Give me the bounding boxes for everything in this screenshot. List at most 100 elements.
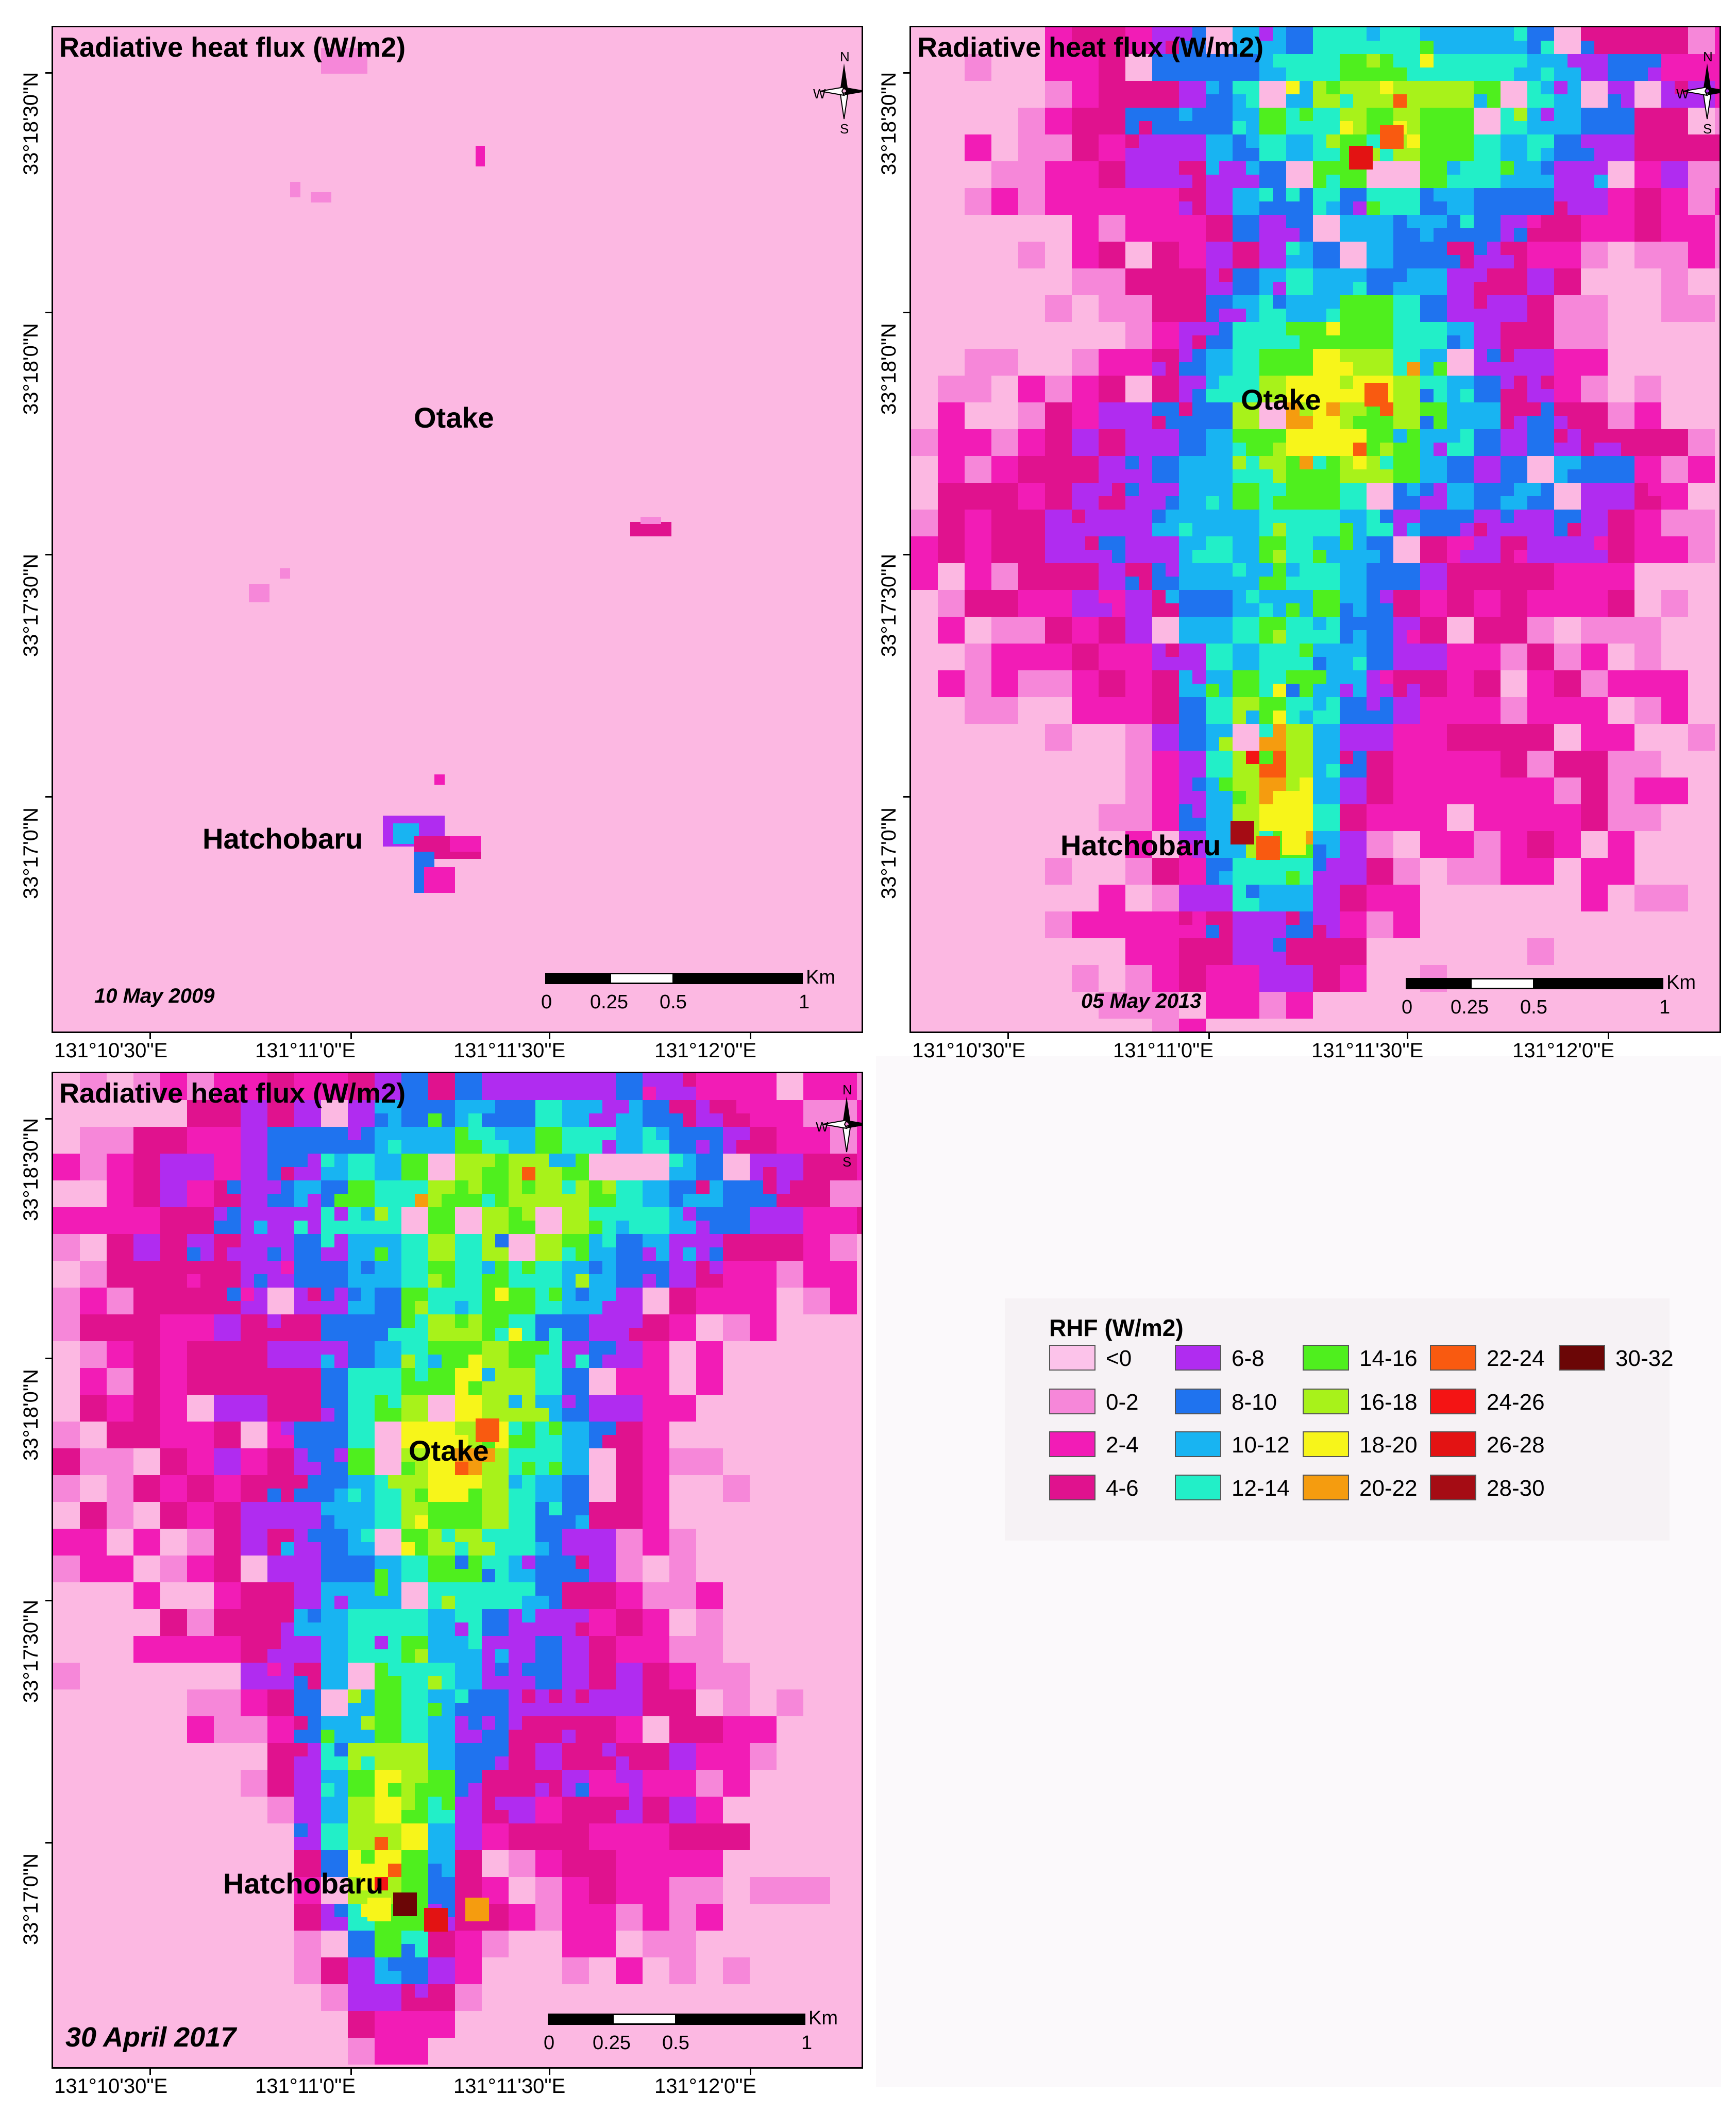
heat-cell: [830, 1180, 857, 1207]
heat-cell: [696, 1609, 723, 1636]
heat-cell: [1367, 804, 1393, 831]
heat-cell: [643, 1087, 656, 1100]
heat-cell: [1192, 670, 1206, 684]
heat-cell: [1233, 644, 1259, 670]
heat-cell: [1152, 777, 1179, 804]
heat-cell: [1447, 751, 1474, 777]
heat-cell: [1608, 523, 1621, 536]
heat-cell: [482, 1194, 495, 1207]
heat-cell: [401, 1944, 415, 1957]
heat-cell: [750, 1127, 777, 1154]
x-axis-tick-label: 131°12'0"E: [654, 2075, 756, 2098]
heat-cell: [160, 1556, 187, 1582]
heat-cell: [428, 1823, 455, 1850]
heat-cell: [683, 1207, 696, 1221]
heat-cell: [348, 1395, 375, 1422]
heat-cell: [348, 1984, 375, 2011]
heat-cell: [1313, 349, 1340, 376]
heat-cell: [1340, 483, 1367, 510]
heat-cell: [1447, 563, 1474, 590]
heat-cell: [1233, 268, 1259, 295]
heat-cell: [1286, 54, 1313, 81]
heat-cell: [1474, 161, 1487, 175]
heat-cell: [267, 1582, 294, 1609]
heat-cell: [1018, 644, 1045, 670]
heat-cell: [1420, 777, 1447, 804]
heat-cell: [710, 1100, 723, 1113]
heat-cell: [669, 1904, 696, 1931]
heat-cell: [696, 1582, 723, 1609]
heat-cell: [723, 1823, 750, 1850]
heat-cell: [1246, 242, 1259, 255]
heat-cell: [281, 1422, 294, 1435]
heat-cell: [602, 1301, 616, 1314]
heat-cell: [1045, 617, 1072, 644]
heat-cell: [133, 1341, 160, 1368]
heat-cell: [1219, 630, 1233, 644]
heat-cell: [1661, 242, 1688, 268]
heat-cell: [509, 1328, 522, 1341]
heat-cell: [1527, 483, 1541, 496]
heat-cell: [214, 1502, 241, 1529]
heat-cell: [750, 1288, 777, 1314]
heat-cell: [455, 1743, 482, 1770]
heat-cell: [1018, 108, 1045, 134]
heat-cell: [1313, 510, 1340, 536]
hotspot-cell: [1231, 821, 1254, 844]
heat-cell: [375, 1341, 401, 1368]
heat-cell: [522, 1261, 535, 1274]
legend-swatch: [1049, 1389, 1095, 1414]
heat-cell: [455, 1314, 468, 1328]
heat-cell: [361, 1381, 375, 1395]
heat-cell: [1581, 563, 1608, 590]
heat-cell: [375, 1515, 388, 1529]
heat-cell: [401, 1395, 428, 1422]
heat-cell: [1125, 992, 1152, 1019]
heat-cell: [549, 1689, 562, 1703]
heat-cell: [1554, 777, 1581, 804]
heat-spot: [280, 568, 290, 579]
heat-cell: [455, 1622, 468, 1636]
heat-cell: [1018, 188, 1045, 215]
heat-cell: [1474, 590, 1501, 617]
heat-cell: [241, 1100, 267, 1127]
heat-spot: [641, 517, 661, 524]
heat-cell: [1246, 938, 1259, 952]
heat-cell: [643, 1247, 656, 1261]
heat-cell: [1393, 376, 1420, 402]
heat-cell: [1179, 402, 1192, 416]
heat-cell: [1286, 992, 1313, 1019]
heat-cell: [1152, 108, 1179, 134]
heat-cell: [1581, 510, 1608, 536]
heat-cell: [965, 54, 991, 81]
heat-cell: [348, 2038, 375, 2065]
heat-cell: [187, 1716, 214, 1743]
heat-cell: [1326, 282, 1340, 295]
heat-cell: [1420, 724, 1447, 751]
heat-cell: [1099, 510, 1125, 536]
heat-cell: [1474, 858, 1501, 885]
heat-cell: [509, 1797, 535, 1823]
heat-cell: [1527, 322, 1554, 349]
heat-cell: [294, 1797, 321, 1823]
heat-cell: [616, 1689, 643, 1716]
heat-cell: [53, 1207, 80, 1234]
compass-label-s: S: [1703, 121, 1712, 136]
heat-spot: [290, 182, 300, 197]
heat-cell: [616, 1087, 629, 1100]
heat-cell: [576, 1515, 589, 1529]
heat-cell: [1393, 885, 1420, 911]
heat-cell: [1206, 496, 1219, 510]
heat-cell: [1099, 992, 1125, 1019]
x-axis-tick-label: 131°10'30"E: [54, 2075, 168, 2098]
heat-cell: [669, 1663, 696, 1689]
y-axis-tick-label: 33°18'30"N: [20, 72, 42, 175]
y-axis-tick-label: 33°18'0"N: [878, 323, 900, 415]
heat-cell: [1661, 134, 1688, 161]
heat-cell: [616, 1422, 643, 1448]
heat-cell: [1447, 255, 1460, 268]
heat-cell: [643, 1689, 669, 1716]
heat-cell: [1099, 268, 1125, 295]
heat-cell: [1487, 322, 1501, 335]
scale-tick-label: 0.25: [590, 991, 628, 1013]
